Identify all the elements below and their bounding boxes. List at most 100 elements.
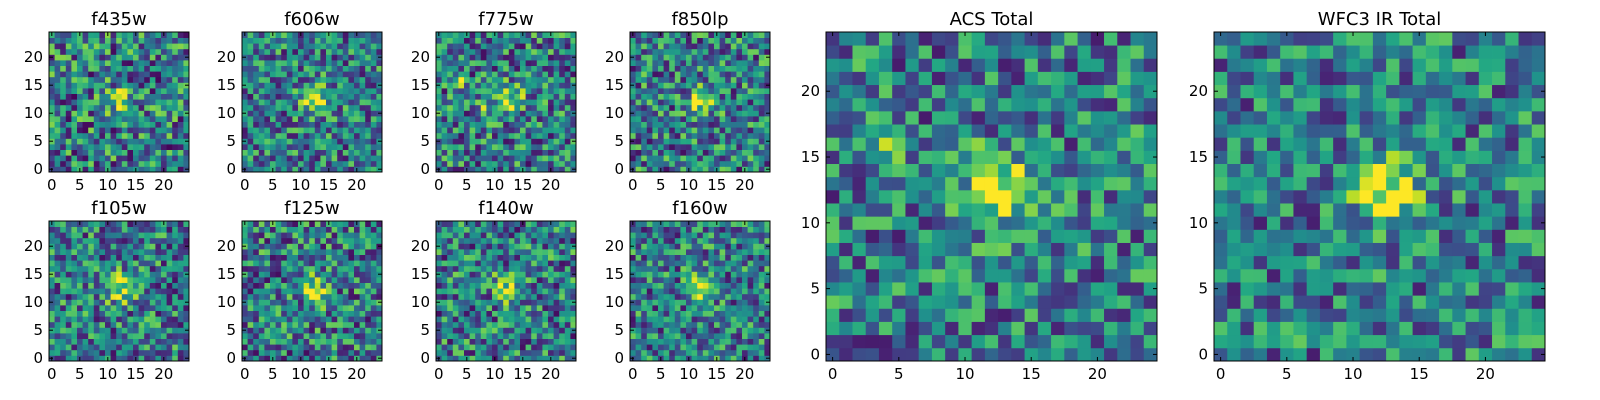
pixel-cell: [281, 260, 288, 267]
pixel-cell: [658, 321, 664, 328]
pixel-cell: [475, 155, 482, 162]
pixel-cell: [559, 104, 566, 111]
pixel-cell: [680, 132, 687, 139]
pixel-cell: [326, 43, 332, 50]
pixel-cell: [264, 333, 271, 339]
pixel-cell: [464, 333, 470, 339]
pixel-cell: [292, 155, 299, 162]
pixel-cell: [286, 138, 293, 145]
pixel-cell: [708, 60, 715, 66]
pixel-cell: [88, 349, 95, 356]
pixel-cell: [99, 221, 106, 227]
pixel-cell: [542, 288, 549, 295]
pixel-cell: [82, 288, 89, 295]
pixel-cell: [480, 243, 487, 250]
pixel-cell: [525, 43, 532, 50]
pixel-cell: [49, 43, 55, 50]
pixel-cell: [110, 282, 117, 289]
pixel-cell: [635, 321, 642, 328]
pixel-cell: [674, 349, 681, 356]
pixel-cell: [641, 299, 648, 306]
pixel-cell: [93, 149, 100, 156]
pixel-cell: [54, 121, 61, 128]
pixel-cell: [275, 43, 282, 50]
pixel-cell: [138, 138, 145, 145]
pixel-cell: [635, 299, 642, 306]
pixel-cell: [742, 277, 748, 283]
pixel-cell: [548, 121, 554, 128]
pixel-cell: [342, 99, 349, 106]
pixel-cell: [725, 277, 732, 283]
pixel-cell: [348, 43, 355, 50]
pixel-cell: [635, 277, 642, 283]
pixel-cell: [436, 333, 442, 339]
pixel-cell: [436, 310, 442, 317]
pixel-cell: [270, 104, 276, 111]
pixel-cell: [691, 349, 698, 356]
pixel-cell: [548, 144, 554, 150]
pixel-cell: [714, 71, 720, 78]
pixel-cell: [138, 254, 145, 261]
pixel-cell: [525, 333, 532, 339]
pixel-cell: [469, 344, 476, 351]
pixel-cell: [88, 155, 95, 162]
pixel-cell: [669, 82, 676, 89]
pixel-cell: [270, 299, 276, 306]
pixel-cell: [531, 226, 538, 233]
pixel-cell: [514, 116, 521, 122]
pixel-cell: [525, 226, 532, 233]
pixel-cell: [486, 349, 493, 356]
pixel-cell: [149, 232, 156, 239]
pixel-cell: [133, 260, 139, 267]
pixel-cell: [564, 243, 571, 250]
pixel-cell: [697, 344, 704, 351]
pixel-cell: [54, 144, 61, 150]
pixel-cell: [270, 277, 276, 283]
pixel-cell: [725, 333, 732, 339]
pixel-cell: [138, 37, 145, 44]
pixel-cell: [342, 37, 349, 44]
pixel-cell: [177, 305, 184, 311]
pixel-cell: [753, 149, 760, 156]
pixel-cell: [469, 305, 476, 311]
pixel-cell: [542, 60, 549, 66]
pixel-cell: [503, 254, 510, 261]
x-tick-label: 20: [347, 365, 366, 383]
pixel-cell: [88, 166, 95, 173]
pixel-cell: [508, 277, 515, 283]
pixel-cell: [71, 243, 78, 250]
pixel-cell: [49, 265, 55, 272]
pixel-cell: [303, 265, 310, 272]
pixel-cell: [564, 121, 571, 128]
pixel-cell: [702, 60, 709, 66]
pixel-cell: [376, 254, 383, 261]
pixel-cell: [514, 277, 521, 283]
pixel-cell: [77, 76, 83, 83]
pixel-cell: [183, 155, 190, 162]
pixel-cell: [553, 260, 560, 267]
pixel-cell: [359, 249, 366, 255]
pixel-cell: [635, 316, 642, 323]
pixel-cell: [82, 138, 89, 145]
pixel-cell: [725, 160, 732, 167]
pixel-cell: [337, 321, 344, 328]
pixel-cell: [281, 232, 288, 239]
pixel-cell: [708, 293, 715, 300]
pixel-cell: [376, 260, 383, 267]
pixel-cell: [508, 88, 515, 94]
pixel-cell: [275, 138, 282, 145]
pixel-cell: [725, 155, 732, 162]
pixel-cell: [292, 232, 299, 239]
pixel-cell: [514, 43, 521, 50]
pixel-cell: [54, 32, 61, 38]
pixel-cell: [172, 226, 179, 233]
pixel-cell: [60, 99, 67, 106]
pixel-cell: [447, 327, 454, 334]
pixel-cell: [65, 32, 72, 38]
pixel-cell: [270, 48, 276, 55]
pixel-cell: [292, 271, 299, 278]
pixel-cell: [121, 221, 128, 227]
pixel-cell: [359, 127, 366, 134]
pixel-cell: [54, 155, 61, 162]
pixel-cell: [514, 32, 521, 38]
